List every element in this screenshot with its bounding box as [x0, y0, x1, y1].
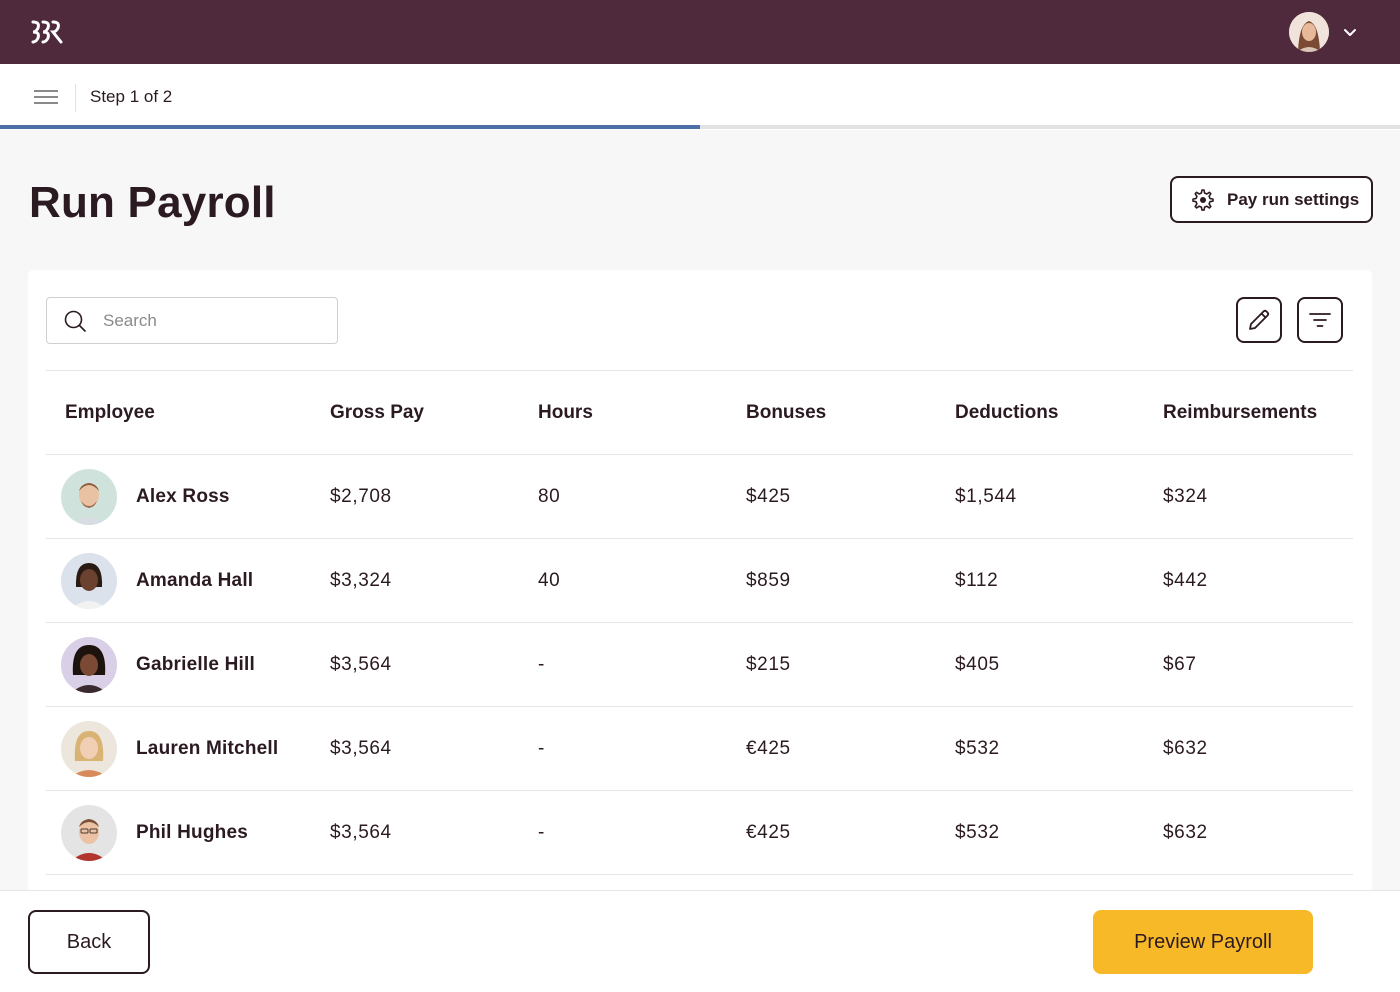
deductions-cell: $112: [955, 538, 1163, 623]
gross-pay-cell: $3,324: [330, 538, 538, 623]
reimbursements-cell: $324: [1163, 454, 1353, 539]
employee-avatar: [61, 720, 117, 777]
deductions-cell: $532: [955, 790, 1163, 875]
payroll-card: Employee Gross Pay Hours Bonuses Deducti…: [28, 270, 1372, 910]
bonuses-cell: $859: [746, 538, 955, 623]
gross-pay-cell: $2,708: [330, 454, 538, 539]
deductions-cell: $532: [955, 706, 1163, 791]
employee-avatar: [61, 552, 117, 609]
employee-name: Amanda Hall: [136, 569, 254, 591]
employee-avatar: [61, 468, 117, 525]
edit-button[interactable]: [1236, 297, 1282, 343]
column-header-reimbursements[interactable]: Reimbursements: [1163, 370, 1353, 455]
filter-icon: [1309, 313, 1331, 327]
user-avatar[interactable]: [1289, 12, 1329, 52]
gross-pay-cell: $3,564: [330, 622, 538, 707]
step-indicator: Step 1 of 2: [90, 87, 173, 106]
gear-icon: [1192, 188, 1214, 211]
column-header-hours[interactable]: Hours: [538, 370, 746, 455]
footer-bar: Back Preview Payroll: [0, 890, 1400, 992]
employee-avatar: [61, 804, 117, 861]
search-input[interactable]: [103, 310, 323, 331]
column-header-bonuses[interactable]: Bonuses: [746, 370, 955, 455]
deductions-cell: $1,544: [955, 454, 1163, 539]
bonuses-cell: $215: [746, 622, 955, 707]
pay-run-settings-label: Pay run settings: [1227, 189, 1360, 209]
filter-button[interactable]: [1297, 297, 1343, 343]
search-box: [46, 297, 338, 344]
hours-cell: 40: [538, 538, 746, 623]
deductions-cell: $405: [955, 622, 1163, 707]
reimbursements-cell: $67: [1163, 622, 1353, 707]
column-header-gross-pay[interactable]: Gross Pay: [330, 370, 538, 455]
step-divider: [75, 84, 76, 112]
bonuses-cell: €425: [746, 706, 955, 791]
top-bar: [0, 0, 1400, 64]
chevron-down-icon[interactable]: [1342, 24, 1358, 40]
employee-name: Gabrielle Hill: [136, 653, 255, 675]
gross-pay-cell: $3,564: [330, 706, 538, 791]
employee-name: Phil Hughes: [136, 821, 248, 843]
employee-name: Lauren Mitchell: [136, 737, 279, 759]
reimbursements-cell: $442: [1163, 538, 1353, 623]
table-row[interactable]: Gabrielle Hill $3,564 - $215 $405 $67: [46, 622, 1353, 707]
table-header-row: Employee Gross Pay Hours Bonuses Deducti…: [46, 370, 1353, 455]
table-row[interactable]: Alex Ross $2,708 80 $425 $1,544 $324: [46, 454, 1353, 539]
hours-cell: 80: [538, 454, 746, 539]
column-header-employee[interactable]: Employee: [46, 370, 330, 455]
pencil-icon: [1249, 309, 1270, 330]
preview-payroll-button[interactable]: Preview Payroll: [1093, 910, 1313, 974]
progress-bar-fill: [0, 125, 700, 129]
table-row[interactable]: Lauren Mitchell $3,564 - €425 $532 $632: [46, 706, 1353, 791]
hamburger-icon[interactable]: [34, 89, 58, 105]
column-header-deductions[interactable]: Deductions: [955, 370, 1163, 455]
table-row[interactable]: Phil Hughes $3,564 - €425 $532 $632: [46, 790, 1353, 875]
progress-bar: [0, 125, 1400, 129]
gross-pay-cell: $3,564: [330, 790, 538, 875]
employee-avatar: [61, 636, 117, 693]
hours-cell: -: [538, 622, 746, 707]
table-row[interactable]: Amanda Hall $3,324 40 $859 $112 $442: [46, 538, 1353, 623]
bonuses-cell: €425: [746, 790, 955, 875]
page-title: Run Payroll: [29, 178, 276, 227]
reimbursements-cell: $632: [1163, 706, 1353, 791]
employee-name: Alex Ross: [136, 485, 230, 507]
hours-cell: -: [538, 790, 746, 875]
payroll-table: Employee Gross Pay Hours Bonuses Deducti…: [46, 370, 1353, 875]
back-button[interactable]: Back: [28, 910, 150, 974]
search-icon: [64, 310, 86, 332]
hours-cell: -: [538, 706, 746, 791]
company-logo[interactable]: [30, 19, 64, 45]
step-bar: Step 1 of 2: [0, 64, 1400, 130]
pay-run-settings-button[interactable]: Pay run settings: [1170, 176, 1373, 223]
bonuses-cell: $425: [746, 454, 955, 539]
reimbursements-cell: $632: [1163, 790, 1353, 875]
